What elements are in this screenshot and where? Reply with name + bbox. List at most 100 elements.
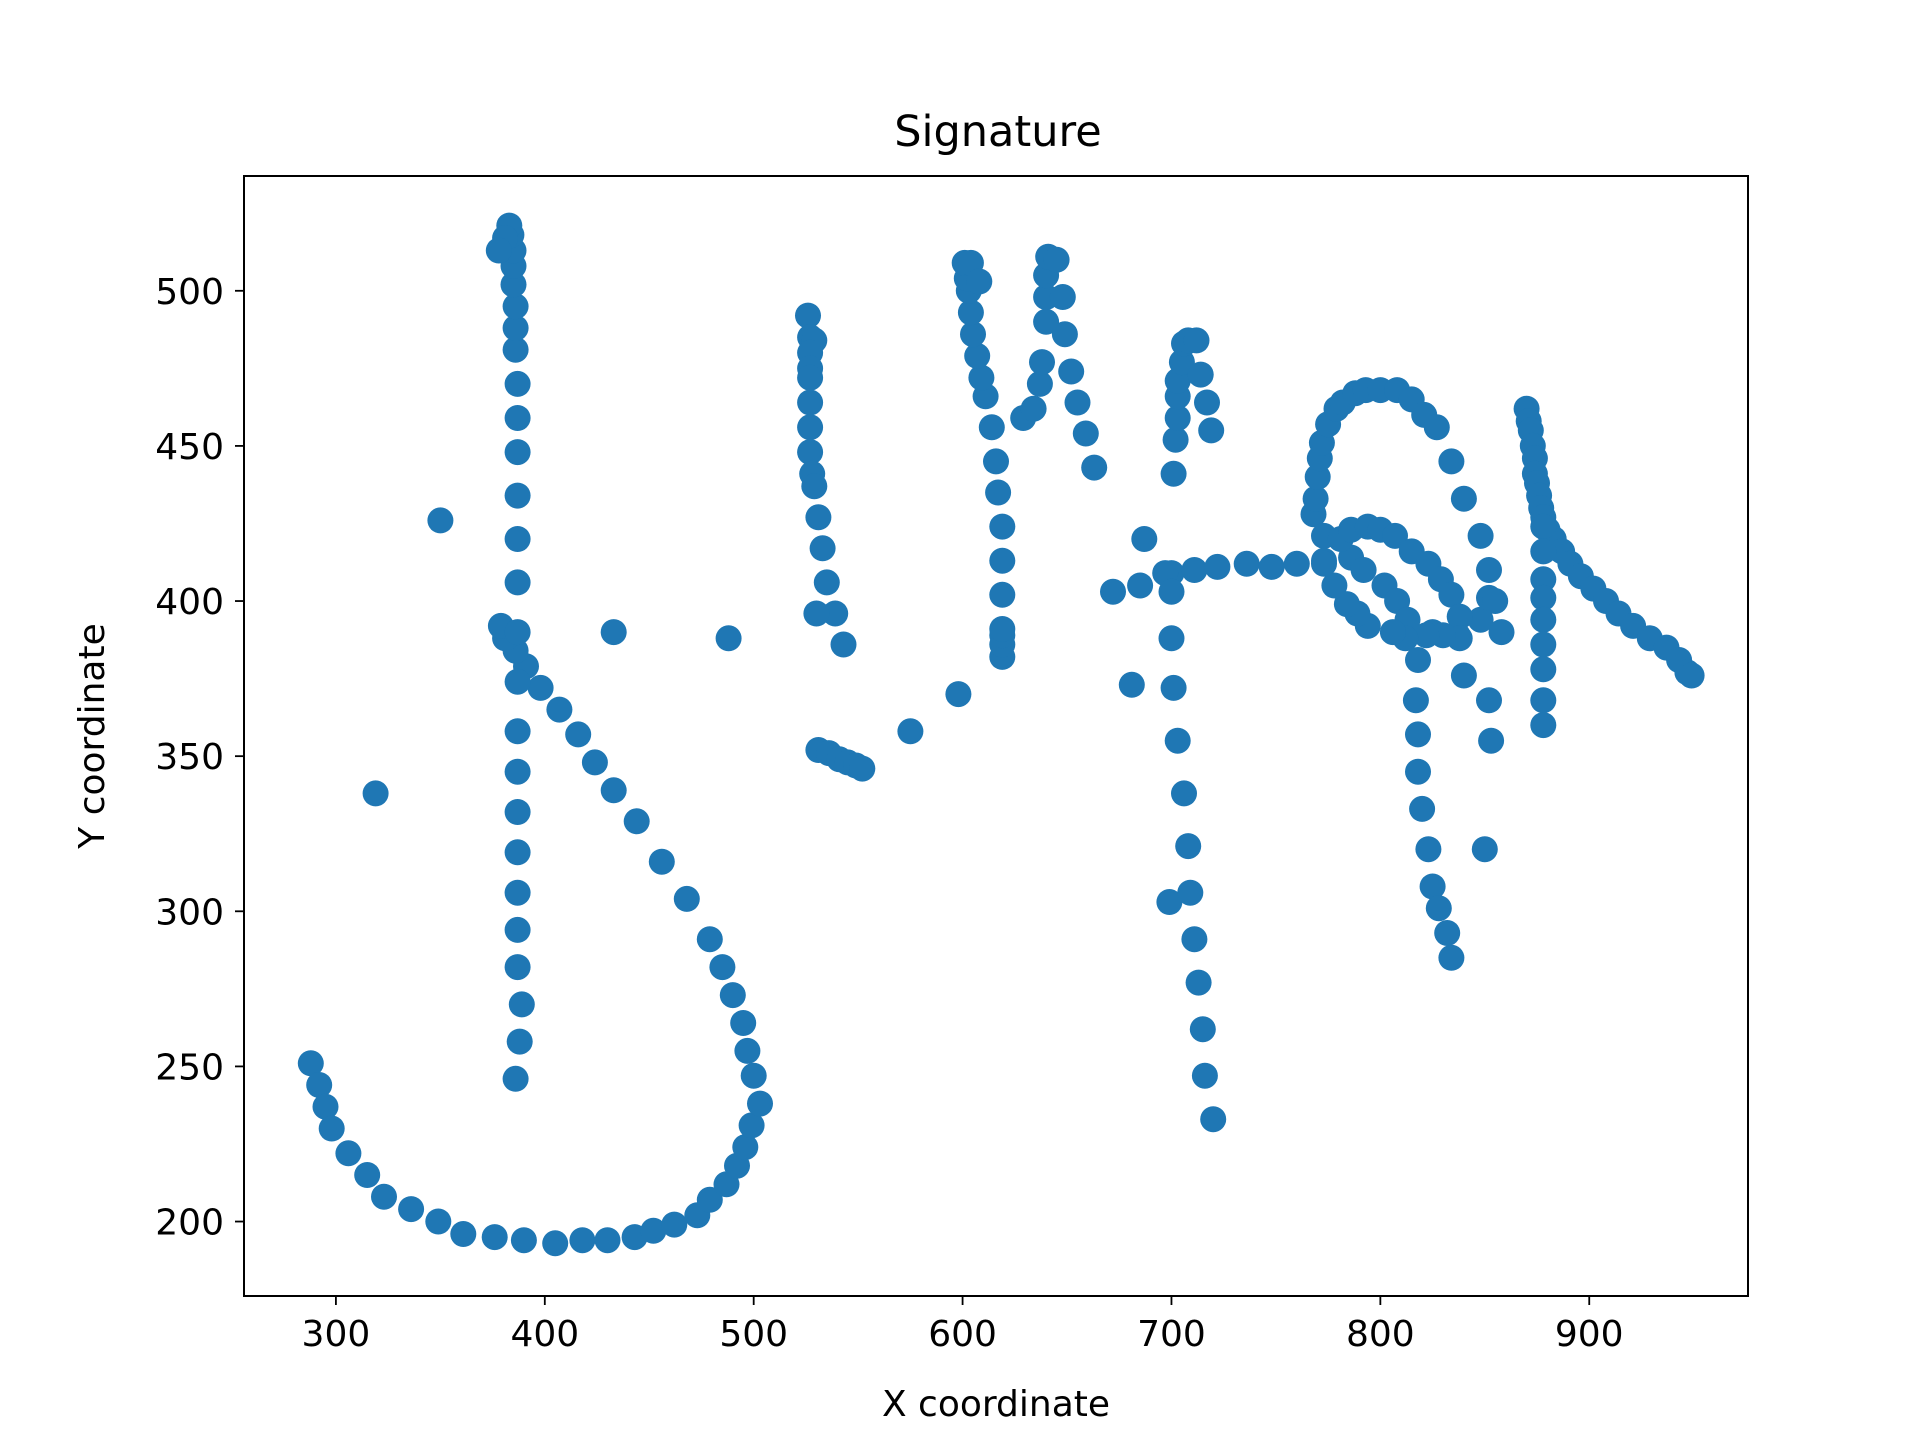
data-point [1181, 926, 1208, 953]
data-point [427, 507, 454, 534]
data-point [1476, 687, 1502, 714]
data-point [1204, 553, 1231, 580]
data-point [542, 1230, 569, 1257]
data-point [527, 674, 554, 701]
y-tick-label: 450 [155, 427, 224, 468]
data-point [312, 1093, 339, 1120]
data-point [989, 581, 1016, 608]
data-point [696, 926, 723, 953]
data-point [797, 439, 824, 466]
data-point [500, 271, 527, 298]
data-point [1382, 522, 1408, 549]
data-point [1162, 426, 1189, 453]
data-point [1160, 460, 1187, 487]
x-tick-label: 900 [1555, 1314, 1624, 1355]
data-point [1530, 538, 1557, 565]
data-point [1183, 327, 1210, 354]
data-point [696, 1186, 723, 1213]
data-point [1118, 671, 1145, 698]
data-point [600, 619, 627, 646]
x-tick-label: 500 [719, 1314, 788, 1355]
data-point [1402, 687, 1429, 714]
data-point [957, 299, 984, 326]
x-axis: 300 400 500 600 700 800 900 [302, 1296, 1624, 1355]
data-point [1189, 1016, 1216, 1043]
data-point [504, 839, 531, 866]
data-point [504, 718, 531, 745]
data-point [504, 439, 531, 466]
data-point [813, 569, 840, 596]
data-point [661, 1211, 688, 1238]
data-point [1450, 662, 1477, 689]
data-point [1100, 578, 1126, 605]
data-point [673, 885, 700, 912]
data-point [371, 1183, 397, 1210]
x-tick-label: 700 [1137, 1314, 1206, 1355]
data-point [1191, 1062, 1218, 1089]
data-point [1020, 395, 1047, 422]
data-point [1049, 284, 1076, 310]
data-point [504, 799, 531, 825]
y-tick-label: 350 [155, 737, 224, 778]
data-point [849, 755, 876, 782]
data-point [648, 848, 675, 875]
y-tick-label: 400 [155, 582, 224, 623]
data-point [640, 1217, 667, 1244]
data-point [1258, 553, 1285, 580]
y-tick-label: 300 [155, 892, 224, 933]
data-point [481, 1224, 508, 1251]
data-point [594, 1227, 621, 1254]
data-point [719, 982, 746, 1009]
data-point [732, 1134, 759, 1161]
data-point [1446, 603, 1473, 630]
data-point [985, 479, 1012, 506]
x-tick-label: 300 [302, 1314, 371, 1355]
data-point [1198, 417, 1225, 444]
data-point [502, 1065, 529, 1092]
data-point [1072, 420, 1099, 447]
data-point [1160, 674, 1187, 701]
data-point [1530, 631, 1557, 658]
data-point [318, 1115, 345, 1142]
data-point [510, 1227, 537, 1254]
data-point [966, 268, 993, 295]
data-point [504, 758, 531, 785]
data-point [1026, 370, 1053, 397]
data-point [1530, 566, 1557, 593]
data-point [1476, 557, 1502, 583]
data-point [450, 1221, 477, 1247]
data-point [504, 916, 531, 943]
data-point [1415, 836, 1442, 863]
y-tick-label: 250 [155, 1047, 224, 1088]
data-point [335, 1140, 362, 1167]
data-point [960, 321, 986, 348]
scatter-points [297, 212, 1705, 1257]
data-point [1488, 619, 1515, 646]
data-point [715, 625, 742, 652]
data-point [581, 749, 608, 776]
data-point [1043, 246, 1070, 273]
data-point [504, 569, 531, 596]
data-point [506, 1028, 533, 1055]
data-point [1425, 895, 1452, 922]
data-point [1158, 625, 1185, 652]
x-tick-label: 400 [510, 1314, 579, 1355]
data-point [797, 389, 824, 416]
data-point [565, 721, 592, 748]
data-point [546, 696, 573, 723]
data-point [740, 1062, 767, 1089]
data-point [1302, 485, 1329, 512]
data-point [623, 808, 650, 835]
data-point [354, 1162, 381, 1188]
data-point [297, 1050, 324, 1077]
data-point [709, 954, 736, 981]
data-point [1423, 414, 1450, 441]
data-point [508, 991, 535, 1018]
data-point [362, 780, 389, 807]
data-point [803, 600, 830, 627]
data-point [1419, 873, 1446, 900]
data-point [734, 1037, 761, 1064]
data-point [1405, 721, 1431, 748]
